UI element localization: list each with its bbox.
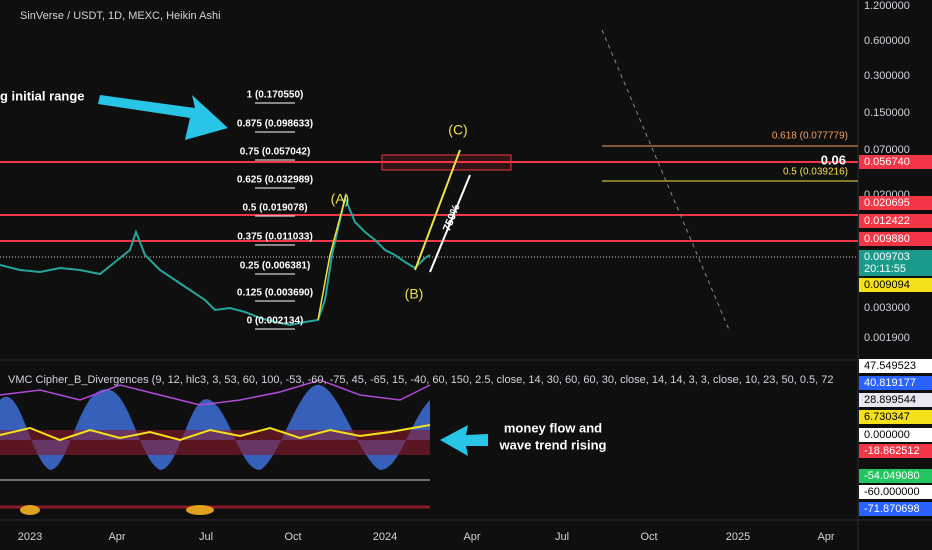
- fib-label: 0.375 (0.011033): [237, 232, 313, 243]
- price-badge: [859, 410, 932, 424]
- price-badge-label: 20:11:55: [864, 263, 906, 275]
- price-axis-label: 0.150000: [864, 107, 910, 119]
- projection-line: [429, 174, 471, 273]
- price-path: [0, 194, 431, 327]
- wave-label: (A): [331, 191, 350, 207]
- arrow: [98, 95, 228, 140]
- time-axis-label: Apr: [108, 531, 125, 543]
- fib-label: 0.5 (0.019078): [242, 203, 307, 214]
- price-badge: [859, 214, 932, 228]
- price-badge: [859, 232, 932, 246]
- time-axis-label: Oct: [640, 531, 657, 543]
- level-label: 0.06: [821, 152, 846, 167]
- annotation: wave trend rising: [499, 437, 607, 452]
- price-badge: [859, 359, 932, 373]
- price-badge: [859, 502, 932, 516]
- time-axis-label: 2024: [373, 531, 397, 543]
- price-badge-label: 6.730347: [864, 411, 910, 423]
- price-axis-label: 0.003000: [864, 302, 910, 314]
- fib-label: 1 (0.170550): [247, 90, 304, 101]
- signal-dot: [186, 505, 214, 515]
- price-badge-label: 0.000000: [864, 429, 910, 441]
- stoch-line: [0, 424, 431, 442]
- time-axis-label: Oct: [284, 531, 301, 543]
- fib-label: 0.125 (0.003690): [237, 288, 313, 299]
- fib-label: 0.25 (0.006381): [240, 261, 311, 272]
- price-badge: [859, 196, 932, 210]
- price-axis-label: 1.200000: [864, 0, 910, 12]
- price-badge-label: 0.009880: [864, 233, 910, 245]
- price-badge-label: -60.000000: [864, 486, 920, 498]
- price-badge-label: 40.819177: [864, 377, 916, 389]
- price-badge-label: -18.862512: [864, 445, 920, 457]
- price-badge: [859, 376, 932, 390]
- price-badge: [859, 393, 932, 407]
- signal-dot: [20, 505, 40, 515]
- fib-label: 0.5 (0.039216): [783, 167, 848, 178]
- fib-label: 0.75 (0.057042): [240, 147, 311, 158]
- price-badge: [859, 278, 932, 292]
- price-badge: [859, 428, 932, 442]
- price-badge: [859, 155, 932, 169]
- annotation: g initial range: [0, 88, 85, 103]
- fib-label: 0.875 (0.098633): [237, 119, 313, 130]
- price-badge-label: 0.012422: [864, 215, 910, 227]
- annotation: money flow and: [504, 420, 602, 435]
- time-axis-label: 2023: [18, 531, 42, 543]
- target-box: [381, 154, 512, 171]
- wave-label: (C): [448, 122, 467, 138]
- price-badge-label: 47.549523: [864, 360, 916, 372]
- price-badge-label: -54.049080: [864, 470, 920, 482]
- arrow: [440, 425, 488, 456]
- chart-title: SinVerse / USDT, 1D, MEXC, Heikin Ashi: [20, 10, 221, 22]
- price-badge: [859, 485, 932, 499]
- fib-label: 0 (0.002134): [247, 316, 304, 327]
- price-axis-label: 0.001900: [864, 332, 910, 344]
- price-axis-label: 0.600000: [864, 35, 910, 47]
- price-badge-label: 0.020695: [864, 197, 910, 209]
- wave-label: (B): [405, 286, 424, 302]
- trend-line: [601, 29, 731, 333]
- wave-line: [414, 149, 461, 271]
- price-badge-label: 0.009094: [864, 279, 910, 291]
- wave-line: [317, 194, 347, 321]
- time-axis-label: Apr: [463, 531, 480, 543]
- fib-label: 0.618 (0.077779): [772, 131, 848, 142]
- price-badge: [859, 262, 932, 276]
- price-axis-label: 0.300000: [864, 70, 910, 82]
- wave-area: [0, 384, 430, 470]
- rsi-line: [0, 379, 431, 406]
- money-flow-area: [0, 430, 430, 455]
- time-axis-label: Jul: [199, 531, 213, 543]
- time-axis-label: Apr: [817, 531, 834, 543]
- fib-label: 0.625 (0.032989): [237, 175, 313, 186]
- price-badge-label: 0.009703: [864, 251, 910, 263]
- price-badge-label: 0.056740: [864, 156, 910, 168]
- indicator-title: VMC Cipher_B_Divergences (9, 12, hlc3, 3…: [8, 374, 834, 386]
- time-axis-label: 2025: [726, 531, 750, 543]
- price-badge-label: 28.899544: [864, 394, 916, 406]
- price-badge: [859, 250, 932, 264]
- price-badge: [859, 444, 932, 458]
- time-axis-label: Jul: [555, 531, 569, 543]
- price-badge-label: -71.870698: [864, 503, 920, 515]
- price-axis-label: 0.070000: [864, 144, 910, 156]
- price-badge: [859, 469, 932, 483]
